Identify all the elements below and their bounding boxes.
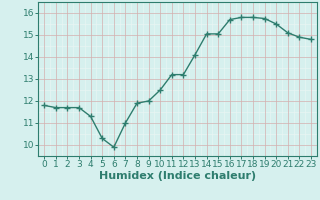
X-axis label: Humidex (Indice chaleur): Humidex (Indice chaleur) bbox=[99, 171, 256, 181]
